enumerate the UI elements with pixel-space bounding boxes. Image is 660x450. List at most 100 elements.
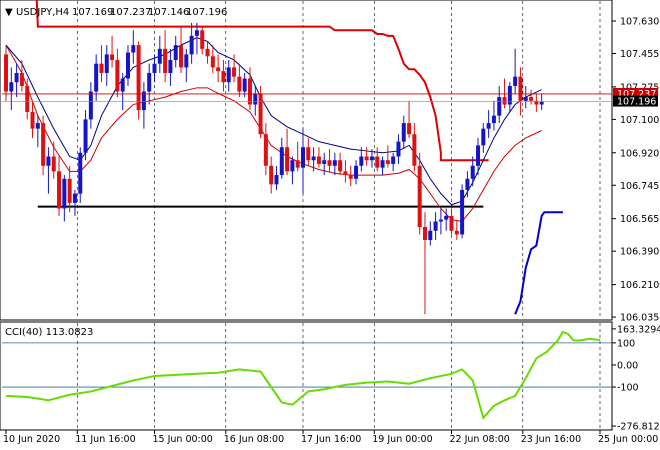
candle-body-75 (401, 123, 406, 142)
candle-body-35 (189, 35, 194, 55)
cci-label: CCI(40) 113.0823 (5, 327, 93, 338)
candle-body-14 (78, 152, 83, 194)
candle-body-59 (316, 156, 321, 164)
candle-body-94 (502, 97, 507, 105)
cci-line (5, 330, 601, 421)
price-tick-label-2: 107.275 (620, 82, 659, 93)
candle-body-37 (200, 30, 205, 49)
candle-body-65 (348, 175, 353, 179)
candle-body-29 (157, 48, 162, 64)
candle-body-38 (205, 48, 210, 57)
ohlc-close: 107.196 (186, 7, 227, 18)
candle-body-18 (99, 63, 104, 73)
current-price-tag (613, 95, 658, 107)
candle-body-23 (125, 52, 130, 79)
candle-body-11 (62, 178, 67, 209)
candle-body-7 (41, 123, 46, 166)
cci-tick-label-1: 100 (617, 338, 635, 349)
candle-body-92 (491, 115, 496, 124)
candle-body-25 (136, 45, 141, 111)
cci-tick-label-3: -100 (617, 383, 639, 394)
candle-body-57 (306, 147, 311, 161)
candle-body-86 (460, 189, 465, 235)
candle-body-52 (279, 147, 284, 176)
chart-header: ▼ USDJPY,H4 107.169 107.237 107.146 107.… (5, 7, 227, 18)
candle-body-66 (354, 165, 359, 179)
price-tick-label-9: 106.035 (620, 313, 659, 324)
candle-body-43 (232, 67, 237, 77)
price-tick-label-6: 106.565 (620, 214, 659, 225)
candles (4, 22, 544, 315)
candle-body-39 (210, 56, 215, 68)
candle-body-58 (311, 156, 316, 161)
candle-body-95 (507, 85, 512, 105)
time-axis: 10 Jun 2020 11 Jun 16:00 15 Jun 00:00 16 Ju… (3, 430, 658, 445)
price-tick-label-8: 106.210 (620, 280, 659, 291)
candle-body-10 (57, 171, 62, 209)
time-tick-label-2: 15 Jun 00:00 (153, 434, 213, 445)
symbol-label: USDJPY,H4 (16, 7, 69, 18)
candle-body-76 (407, 123, 412, 135)
candle-body-82 (438, 219, 443, 222)
stop-lines (35, 0, 563, 315)
candle-body-32 (173, 45, 178, 60)
candle-body-34 (184, 54, 189, 68)
candle-body-6 (35, 123, 40, 129)
cci-tick-label-4: -276.812 (617, 422, 660, 433)
candle-body-12 (67, 178, 72, 203)
cci-plot (2, 330, 612, 421)
price-tick-label-1: 107.455 (620, 49, 659, 60)
red-stop-line (35, 0, 489, 162)
candle-body-100 (534, 100, 539, 105)
candle-body-46 (247, 78, 252, 105)
candle-body-85 (454, 230, 459, 235)
candle-body-93 (497, 97, 502, 116)
candle-body-61 (327, 160, 332, 166)
cci-tick-label-2: 0.00 (617, 360, 638, 371)
candle-body-72 (385, 160, 390, 164)
header-arrow-icon[interactable]: ▼ (5, 7, 13, 18)
ohlc-high: 107.237 (110, 7, 151, 18)
candle-body-88 (470, 165, 475, 179)
candle-body-48 (258, 93, 263, 135)
candle-body-1 (9, 82, 14, 92)
candle-body-53 (285, 147, 290, 172)
candle-body-40 (216, 67, 221, 72)
candle-body-97 (518, 76, 523, 101)
price-tick-label-7: 106.390 (620, 247, 659, 258)
price-tick-label-3: 107.100 (620, 115, 659, 126)
candle-body-44 (237, 76, 242, 92)
candle-body-16 (88, 91, 93, 120)
candle-body-9 (51, 156, 56, 172)
candle-body-5 (30, 111, 35, 129)
candle-body-87 (465, 178, 470, 190)
candle-body-69 (369, 156, 374, 161)
candle-body-81 (433, 221, 438, 231)
price-tick-label-5: 106.745 (620, 181, 659, 192)
prev-price-tag-label: 107.237 (617, 89, 656, 100)
time-tick-label-3: 16 Jun 08:00 (224, 434, 284, 445)
candle-body-83 (444, 215, 449, 220)
candle-body-77 (412, 134, 417, 166)
candle-body-49 (263, 134, 268, 166)
candle-body-2 (14, 72, 19, 83)
time-tick-label-1: 11 Jun 16:00 (75, 434, 135, 445)
candle-body-21 (115, 59, 120, 92)
candle-body-3 (19, 72, 24, 86)
candle-body-51 (274, 175, 279, 185)
candle-body-24 (131, 45, 136, 53)
candle-body-79 (422, 227, 427, 241)
candle-body-27 (147, 72, 152, 92)
price-tick-label-0: 107.630 (620, 16, 659, 27)
candle-body-73 (391, 156, 396, 164)
candle-body-8 (46, 156, 51, 166)
candle-body-78 (417, 165, 422, 228)
candle-body-64 (343, 171, 348, 176)
candle-body-47 (253, 93, 258, 105)
candle-body-68 (364, 156, 369, 161)
candle-body-15 (83, 119, 88, 153)
candle-body-62 (332, 160, 337, 166)
candle-body-70 (375, 156, 380, 168)
